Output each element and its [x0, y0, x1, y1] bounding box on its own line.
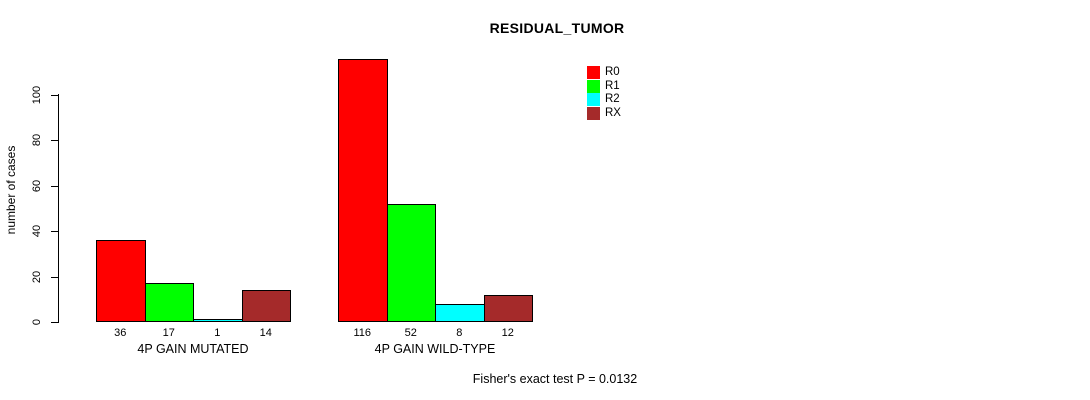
bar-r1	[144, 283, 194, 322]
bar-value-label: 1	[214, 327, 221, 339]
bar-r2	[193, 319, 243, 322]
legend-swatch-r1	[587, 79, 600, 93]
bar-rx	[241, 290, 291, 322]
category-label: 4P GAIN MUTATED	[137, 342, 249, 356]
y-axis-tick	[51, 140, 58, 142]
bar-rx	[483, 294, 533, 322]
stat-annotation: Fisher's exact test P = 0.0132	[472, 372, 638, 386]
bar-r0	[338, 58, 388, 322]
bar-r0	[96, 240, 146, 322]
chart-title: RESIDUAL_TUMOR	[489, 20, 625, 36]
y-axis-tick	[51, 95, 58, 96]
legend-item-r2: R2	[587, 93, 620, 106]
bar-value-label: 116	[353, 327, 372, 339]
y-axis-tick-label: 0	[31, 318, 43, 326]
legend-label: RX	[605, 106, 621, 119]
y-axis-title: number of cases	[4, 145, 18, 235]
bar-value-label: 52	[404, 327, 417, 339]
legend-item-rx: RX	[587, 106, 621, 120]
legend-swatch-rx	[587, 106, 600, 120]
y-axis-tick	[51, 185, 58, 187]
bar-value-label: 14	[259, 327, 272, 339]
legend-item-r0: R0	[587, 66, 620, 79]
legend-swatch-r0	[587, 66, 600, 79]
y-axis-tick	[51, 276, 58, 278]
legend-swatch-r2	[587, 93, 600, 106]
legend-label: R1	[605, 79, 620, 92]
y-axis-tick-label: 60	[31, 179, 43, 192]
y-axis-tick-label: 40	[31, 225, 43, 238]
y-axis-tick	[51, 322, 58, 323]
legend-item-r1: R1	[587, 79, 620, 93]
bar-value-label: 8	[456, 327, 463, 339]
bar-value-label: 12	[501, 327, 514, 339]
bar-value-label: 36	[114, 327, 127, 339]
y-axis-tick-label: 20	[31, 270, 43, 283]
bar-r2	[435, 303, 485, 322]
y-axis-tick-label: 100	[31, 85, 43, 105]
legend-label: R2	[605, 93, 620, 105]
bar-r1	[386, 203, 436, 322]
y-axis-tick	[51, 231, 58, 233]
y-axis-line	[58, 94, 59, 323]
legend-label: R0	[605, 66, 620, 78]
category-label: 4P GAIN WILD-TYPE	[374, 342, 496, 356]
y-axis-tick-label: 80	[31, 134, 43, 147]
bar-value-label: 17	[162, 327, 175, 339]
